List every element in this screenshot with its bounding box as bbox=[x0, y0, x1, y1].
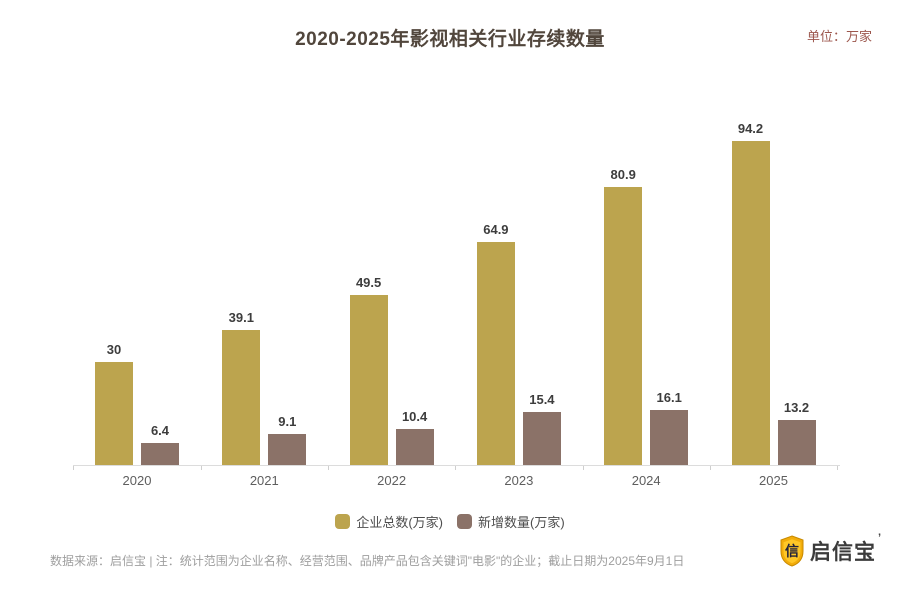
legend-label: 企业总数(万家) bbox=[356, 515, 443, 530]
bar-total bbox=[731, 141, 770, 465]
unit-label: 单位：万家 bbox=[806, 29, 872, 44]
x-axis-label: 2023 bbox=[504, 473, 534, 488]
brand-logo: 信 启信宝’ bbox=[779, 532, 882, 567]
legend-label: 新增数量(万家) bbox=[478, 515, 565, 530]
legend: 企业总数(万家) 新增数量(万家) bbox=[0, 512, 900, 531]
plot-area: 30 6.4 2020 39.1 9.1 2021 49.5 10.4 2022 64.9 15.4… bbox=[73, 100, 840, 488]
bar-value-label: 49.5 bbox=[355, 275, 382, 290]
svg-text:信: 信 bbox=[785, 543, 799, 559]
bar-new bbox=[777, 420, 816, 465]
legend-swatch-icon bbox=[335, 514, 351, 529]
x-axis-tick bbox=[709, 466, 711, 470]
x-axis-label: 2020 bbox=[122, 473, 152, 488]
legend-swatch-icon bbox=[457, 514, 472, 529]
x-axis-tick bbox=[328, 466, 329, 470]
x-axis-tick bbox=[455, 466, 457, 470]
x-axis-label: 2022 bbox=[377, 473, 407, 488]
trademark-mark: ’ bbox=[877, 532, 882, 544]
bar-new bbox=[395, 429, 434, 465]
legend-item[interactable]: 企业总数(万家) bbox=[335, 512, 443, 531]
bar-value-label: 16.1 bbox=[656, 390, 682, 405]
x-axis-tick bbox=[200, 466, 202, 470]
bar-new bbox=[650, 410, 689, 465]
x-axis-label: 2021 bbox=[249, 473, 279, 488]
bar-value-label: 30 bbox=[106, 342, 122, 357]
x-axis-line bbox=[73, 465, 840, 466]
page-title: 2020-2025年影视相关行业存续数量 bbox=[295, 29, 605, 50]
bar-total bbox=[222, 330, 261, 465]
shield-logo-icon: 信 bbox=[780, 535, 804, 567]
x-axis-label: 2024 bbox=[631, 473, 661, 488]
bar-new bbox=[141, 443, 179, 465]
bar-total bbox=[95, 362, 133, 465]
bar-value-label: 15.4 bbox=[529, 392, 555, 407]
bar-value-label: 9.1 bbox=[278, 414, 297, 429]
legend-item[interactable]: 新增数量(万家) bbox=[457, 512, 565, 531]
x-axis-tick bbox=[582, 466, 584, 470]
bar-total bbox=[476, 242, 515, 465]
bar-new bbox=[522, 412, 561, 465]
bar-value-label: 94.2 bbox=[737, 121, 764, 136]
bar-value-label: 64.9 bbox=[483, 222, 509, 237]
bar-total bbox=[604, 187, 643, 465]
brand-logo-text: 启信宝’ bbox=[810, 532, 882, 564]
bar-value-label: 39.1 bbox=[228, 310, 254, 325]
x-axis-tick bbox=[837, 466, 839, 470]
bar-total bbox=[349, 295, 388, 465]
bar-value-label: 13.2 bbox=[783, 400, 810, 415]
source-note: 数据来源：启信宝 | 注：统计范围为企业名称、经营范围、品牌产品包含关键词"电影… bbox=[50, 554, 685, 568]
x-axis-tick bbox=[73, 466, 75, 470]
bar-value-label: 80.9 bbox=[610, 167, 636, 182]
x-axis-label: 2025 bbox=[759, 473, 788, 488]
bar-value-label: 6.4 bbox=[150, 423, 170, 438]
bar-new bbox=[268, 434, 307, 465]
bar-value-label: 10.4 bbox=[401, 409, 428, 424]
